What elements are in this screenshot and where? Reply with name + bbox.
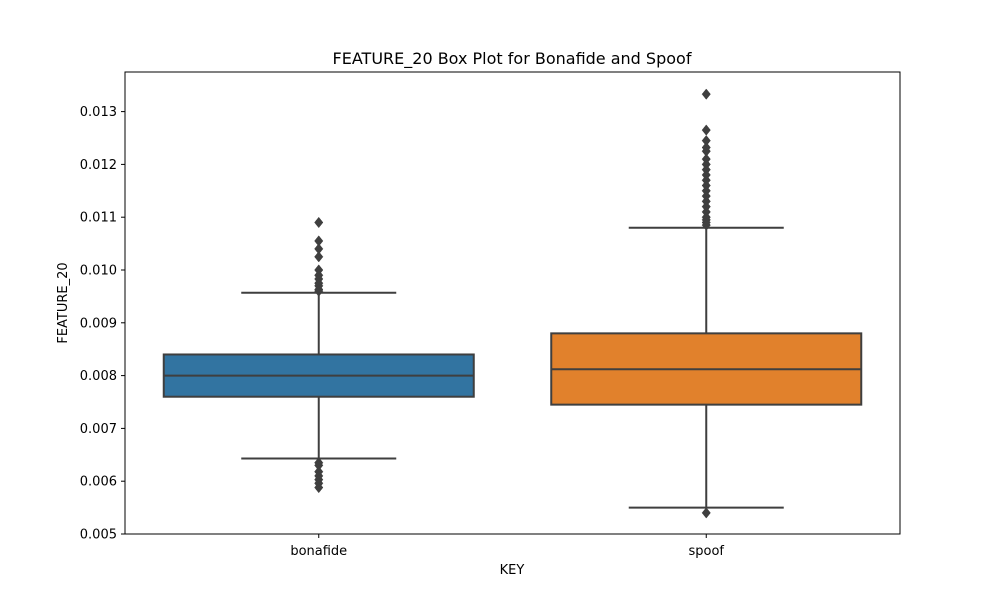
y-tick-label: 0.010 xyxy=(80,264,117,279)
x-tick-label: bonafide xyxy=(290,544,347,559)
outlier-point xyxy=(314,285,324,297)
y-tick-label: 0.007 xyxy=(80,422,117,437)
y-tick-label: 0.012 xyxy=(80,158,117,173)
y-tick-label: 0.013 xyxy=(80,105,117,120)
plot-area xyxy=(162,88,863,519)
y-tick-label: 0.005 xyxy=(80,528,117,543)
outlier-point xyxy=(701,124,711,136)
plot-frame xyxy=(124,71,901,535)
outlier-point xyxy=(314,251,324,263)
x-axis-label: KEY xyxy=(500,563,525,578)
chart-title: FEATURE_20 Box Plot for Bonafide and Spo… xyxy=(333,49,692,69)
y-axis-label: FEATURE_20 xyxy=(56,262,71,343)
y-tick-label: 0.009 xyxy=(80,316,117,331)
box-group-spoof xyxy=(550,88,863,519)
outlier-point xyxy=(314,216,324,229)
y-tick-label: 0.008 xyxy=(80,369,117,384)
y-tick-label: 0.006 xyxy=(80,475,117,490)
outlier-point xyxy=(314,481,324,494)
y-axis: 0.005 0.006 0.007 0.008 0.009 0.010 0.011 0.012… xyxy=(80,105,125,543)
x-axis: bonafide spoof xyxy=(290,534,724,559)
outlier-point xyxy=(701,219,711,231)
y-tick-label: 0.011 xyxy=(80,211,117,226)
box-group-bonafide xyxy=(162,216,475,494)
x-tick-label: spoof xyxy=(688,544,724,559)
outlier-point xyxy=(701,88,711,100)
outlier-point xyxy=(701,507,711,519)
